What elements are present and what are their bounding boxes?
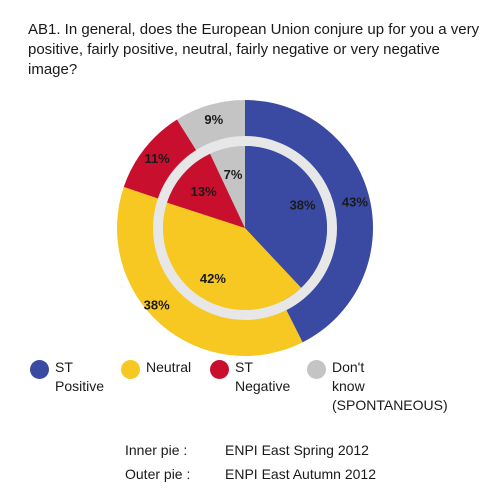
legend-item-st-positive: ST Positive xyxy=(30,358,104,396)
outer-label-st-negative: 11% xyxy=(144,151,170,166)
inner-label-st-positive: 38% xyxy=(290,198,316,213)
inner-slice-st-negative xyxy=(167,153,245,228)
chart-title: AB1. In general, does the European Union… xyxy=(28,21,480,78)
inner-slice-st-positive xyxy=(245,146,328,288)
note-outer-label: Outer pie : xyxy=(125,466,191,482)
legend-swatch-neutral xyxy=(121,360,140,379)
inner-pie xyxy=(162,146,328,311)
legend-label-st-negative: ST Negative xyxy=(235,359,291,394)
outer-label-dont-know: 9% xyxy=(204,112,223,127)
legend-label-st-positive: ST Positive xyxy=(55,359,105,394)
legend-item-neutral: Neutral xyxy=(121,358,191,379)
note-outer-value: ENPI East Autumn 2012 xyxy=(225,466,376,482)
inner-label-st-negative: 13% xyxy=(191,184,217,199)
pie-notes: Inner pie : ENPI East Spring 2012 Outer … xyxy=(125,438,376,486)
ring-separator xyxy=(153,136,337,320)
legend-swatch-st-negative xyxy=(210,360,229,379)
inner-slice-dont-know xyxy=(210,146,245,228)
inner-slice-neutral xyxy=(162,202,302,311)
note-inner-pie: Inner pie : ENPI East Spring 2012 xyxy=(125,438,376,462)
legend-swatch-st-positive xyxy=(30,360,49,379)
inner-label-neutral: 42% xyxy=(200,271,226,286)
legend-item-dont-know: Don't know (SPONTANEOUS) xyxy=(307,358,448,415)
legend-item-st-negative: ST Negative xyxy=(210,358,290,396)
legend: ST Positive Neutral ST Negative Don't kn… xyxy=(30,358,500,418)
note-outer-pie: Outer pie : ENPI East Autumn 2012 xyxy=(125,462,376,486)
note-inner-label: Inner pie : xyxy=(125,442,188,458)
outer-label-neutral: 38% xyxy=(144,297,170,312)
legend-swatch-dont-know xyxy=(307,360,326,379)
note-inner-value: ENPI East Spring 2012 xyxy=(225,442,369,458)
slice-labels: 43% 38% 11% 9% 38% 42% 13% 7% xyxy=(144,112,369,312)
legend-label-dont-know: Don't know (SPONTANEOUS) xyxy=(332,359,448,413)
inner-label-dont-know: 7% xyxy=(224,167,243,182)
legend-label-neutral: Neutral xyxy=(146,359,192,375)
outer-label-st-positive: 43% xyxy=(342,194,368,209)
